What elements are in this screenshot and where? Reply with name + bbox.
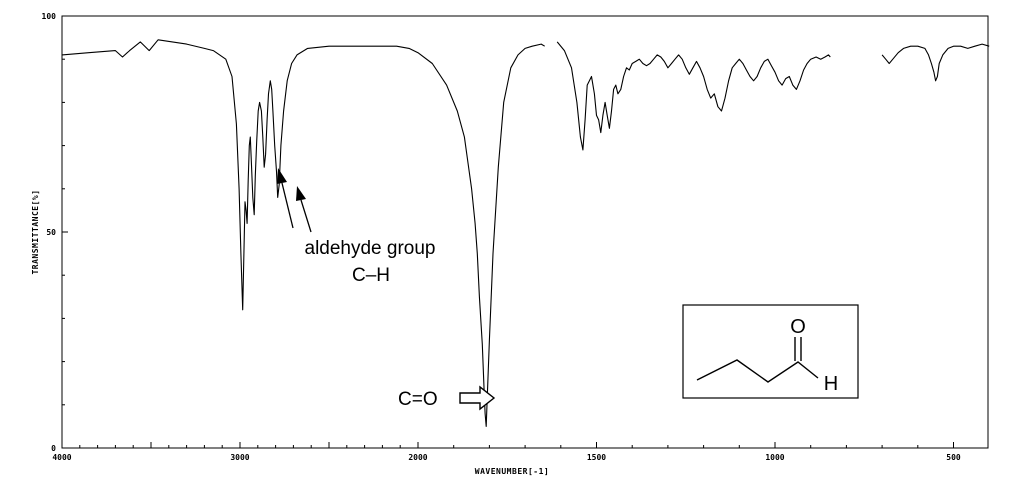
structure-box	[682, 304, 859, 399]
carbon-chain-bonds	[696, 359, 819, 383]
aldehyde-arrowhead-2	[296, 186, 306, 201]
spectrum-line-segment	[556, 41, 831, 151]
aldehyde-ch-label: C–H	[352, 265, 390, 286]
aldehyde-arrow-1	[281, 182, 294, 229]
x-tick-label: 4000	[52, 453, 71, 462]
x-tick-label: 500	[946, 453, 961, 462]
aldehyde-arrow-2	[300, 199, 312, 233]
x-tick-label: 1000	[765, 453, 784, 462]
aldehyde-arrowhead-1	[277, 168, 287, 184]
x-axis-ticks: 4000 3000 2000 1500 1000 500	[52, 442, 961, 462]
butanal-structure-inset: O H	[682, 304, 859, 399]
spectrum-line-segment	[61, 39, 545, 427]
y-axis-ticks: 100 50 0	[42, 12, 68, 453]
x-tick-label: 2000	[408, 453, 427, 462]
aldehyde-annotation: aldehyde group C–H	[277, 168, 436, 286]
spectrum-series	[61, 39, 990, 427]
oxygen-atom-label: O	[790, 316, 806, 338]
spectrum-line-segment	[881, 43, 990, 82]
y-axis-label: TRANSMITTANCE[%]	[31, 189, 40, 274]
x-axis-label: WAVENUMBER[-1]	[475, 467, 549, 476]
aldehyde-label: aldehyde group	[305, 238, 436, 259]
carbonyl-label: C=O	[398, 389, 438, 410]
y-tick-label: 50	[46, 228, 56, 237]
y-tick-label: 0	[51, 444, 56, 453]
x-tick-label: 3000	[230, 453, 249, 462]
y-tick-label: 100	[42, 12, 57, 21]
x-tick-label: 1500	[587, 453, 606, 462]
hydrogen-atom-label: H	[824, 373, 838, 395]
carbonyl-annotation: C=O	[398, 385, 496, 411]
carbonyl-arrow-icon	[459, 385, 496, 411]
